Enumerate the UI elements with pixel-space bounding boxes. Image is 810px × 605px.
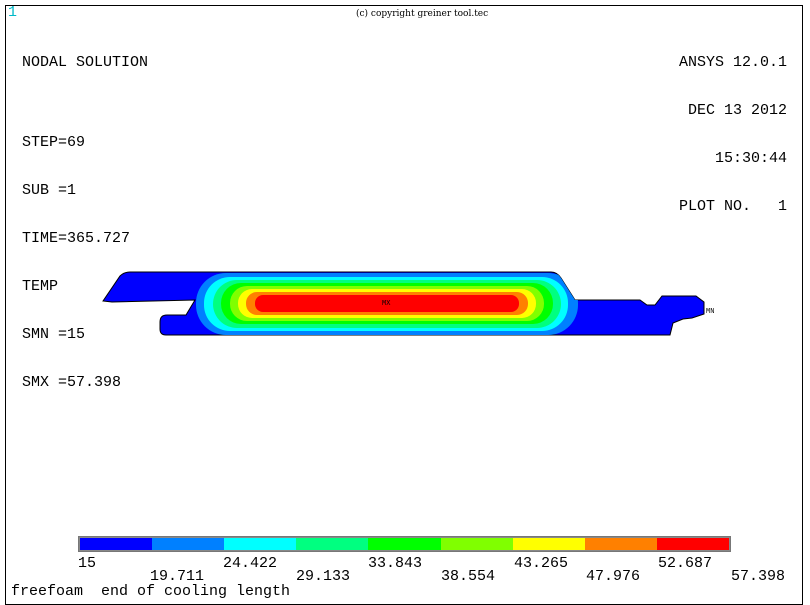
legend-swatch-8 bbox=[584, 538, 657, 550]
legend-swatch-5 bbox=[368, 538, 441, 550]
min-marker: MN bbox=[706, 308, 714, 316]
legend-swatch-4 bbox=[296, 538, 369, 550]
ansys-version: ANSYS 12.0.1 bbox=[678, 54, 787, 71]
solution-type: NODAL SOLUTION bbox=[22, 54, 149, 71]
max-marker: MX bbox=[382, 300, 391, 308]
legend-swatch-6 bbox=[440, 538, 513, 550]
max-value: SMX =57.398 bbox=[22, 374, 122, 391]
temperature-profile: MX MN bbox=[102, 271, 714, 336]
plot-caption: freefoam end of cooling length bbox=[11, 583, 291, 600]
legend-swatch-1 bbox=[80, 538, 153, 550]
step-value: STEP=69 bbox=[22, 134, 86, 151]
plot-number: PLOT NO. 1 bbox=[678, 198, 787, 215]
legend-swatch-9 bbox=[656, 538, 729, 550]
contour-bands bbox=[196, 273, 578, 335]
result-item: TEMP bbox=[22, 278, 59, 295]
min-value: SMN =15 bbox=[22, 326, 86, 343]
ansys-info: ANSYS 12.0.1 DEC 13 2012 15:30:44 PLOT N… bbox=[679, 23, 787, 247]
band-52 bbox=[255, 295, 519, 312]
copyright-notice: (c) copyright greiner tool.tec bbox=[356, 9, 489, 19]
solution-info: NODAL SOLUTION STEP=69 SUB =1 TIME=365.7… bbox=[22, 23, 148, 423]
contour-legend-bar bbox=[78, 536, 731, 552]
legend-swatch-2 bbox=[152, 538, 225, 550]
substep-value: SUB =1 bbox=[22, 182, 77, 199]
legend-swatch-3 bbox=[224, 538, 297, 550]
legend-swatch-7 bbox=[512, 538, 585, 550]
plot-date: DEC 13 2012 bbox=[687, 102, 787, 119]
window-number: 1 bbox=[8, 4, 18, 21]
time-value: TIME=365.727 bbox=[22, 230, 131, 247]
plot-time: 15:30:44 bbox=[714, 150, 787, 167]
